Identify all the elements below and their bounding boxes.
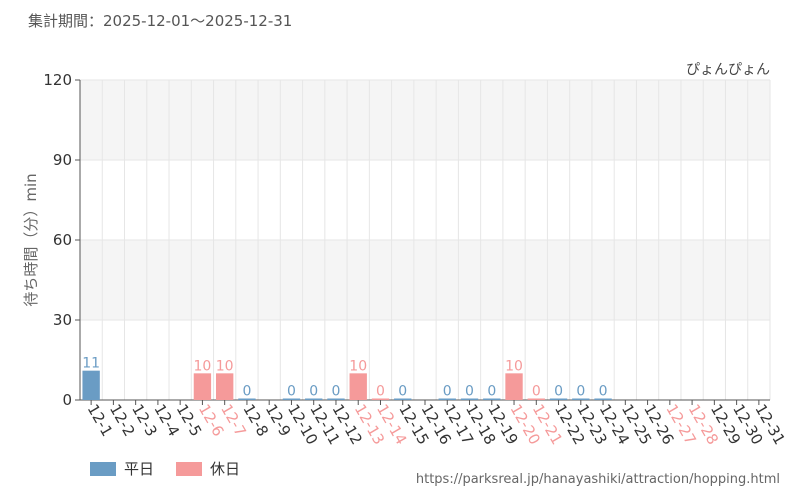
bar-12-10	[282, 398, 301, 400]
y-axis-title: 待ち時間（分）min	[22, 173, 40, 306]
source-url: https://parksreal.jp/hanayashiki/attract…	[415, 472, 780, 487]
legend-label-holiday: 休日	[210, 460, 241, 478]
bar-12-14	[371, 398, 390, 400]
plot-band	[80, 80, 770, 160]
bar-12-6	[193, 373, 212, 400]
bar-12-21	[527, 398, 545, 400]
data-label: 0	[465, 384, 474, 400]
bar-12-19	[483, 398, 501, 400]
data-label: 0	[332, 384, 341, 400]
chart-title: ぴょんぴょん	[686, 62, 770, 78]
data-label: 10	[216, 358, 234, 374]
y-tick-label: 0	[62, 391, 72, 409]
legend-item-holiday[interactable]: 休日	[176, 458, 240, 479]
data-label: 0	[599, 384, 608, 400]
data-label: 0	[532, 384, 541, 400]
legend: 平日 休日	[90, 458, 240, 479]
period-label: 集計期間：2025-12-01〜2025-12-31	[28, 12, 293, 30]
bar-12-7	[215, 373, 234, 400]
bar-12-12	[327, 398, 345, 400]
legend-label-weekday: 平日	[124, 460, 155, 478]
y-tick-label: 90	[53, 151, 72, 169]
data-label: 0	[398, 384, 407, 400]
y-tick-label: 120	[43, 71, 72, 89]
bar-12-17	[438, 398, 456, 400]
bar-12-24	[594, 398, 612, 400]
bar-12-15	[394, 398, 412, 400]
data-label: 0	[487, 384, 496, 400]
bar-12-23	[572, 398, 590, 400]
legend-swatch-weekday	[90, 461, 116, 476]
bar-12-1	[82, 370, 100, 400]
data-label: 0	[309, 384, 318, 400]
legend-item-weekday[interactable]: 平日	[90, 458, 154, 479]
data-label: 0	[554, 384, 563, 400]
data-label: 11	[82, 356, 100, 372]
data-label: 0	[287, 384, 296, 400]
data-label: 0	[443, 384, 452, 400]
bar-12-13	[349, 373, 367, 400]
legend-swatch-holiday	[176, 461, 203, 476]
bar-12-18	[460, 398, 479, 400]
y-tick-label: 30	[53, 311, 72, 329]
data-label: 0	[576, 384, 585, 400]
data-label: 10	[194, 358, 212, 374]
plot-band	[80, 160, 770, 240]
y-tick-label: 60	[53, 231, 72, 249]
bar-12-22	[549, 398, 568, 400]
plot-band	[80, 240, 770, 320]
plot-band	[80, 320, 770, 400]
data-label: 0	[242, 384, 251, 400]
bar-12-20	[505, 373, 523, 400]
data-label: 10	[349, 358, 367, 374]
bar-12-8	[238, 398, 256, 400]
bar-12-11	[305, 398, 323, 400]
data-label: 0	[376, 384, 385, 400]
data-label: 10	[505, 358, 523, 374]
